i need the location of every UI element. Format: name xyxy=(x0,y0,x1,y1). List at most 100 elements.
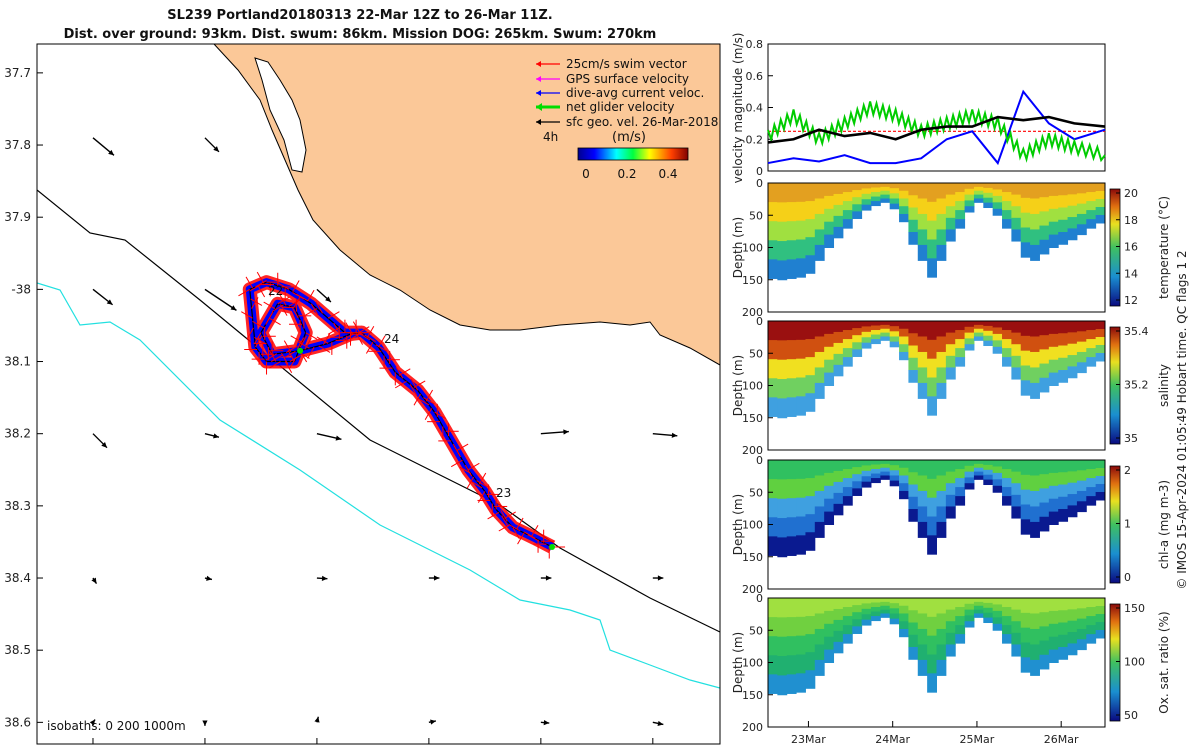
section-cell xyxy=(1086,598,1097,608)
section-cell xyxy=(1002,616,1012,626)
section-cell xyxy=(945,229,956,242)
section-cell xyxy=(768,674,778,694)
geo-vector-head xyxy=(657,720,664,726)
section-cell xyxy=(796,616,806,637)
section-cell xyxy=(880,475,891,480)
section-cell xyxy=(889,475,900,482)
section-cell xyxy=(889,598,900,604)
section-cell xyxy=(955,183,966,193)
section-ytick-label: 150 xyxy=(742,412,763,425)
section-cell xyxy=(945,460,956,473)
section-cell xyxy=(777,460,788,480)
section-cell xyxy=(880,460,891,465)
section-cell xyxy=(777,260,788,281)
section-cell xyxy=(1020,657,1031,673)
section-cell xyxy=(889,198,900,205)
section-cell xyxy=(1058,484,1069,498)
section-cell xyxy=(1095,460,1106,469)
map-ytick-label: 38.2 xyxy=(4,427,31,441)
section-cell xyxy=(917,321,928,337)
swim-vector xyxy=(252,320,264,329)
section-cell xyxy=(833,204,844,217)
section-ytick-label: 150 xyxy=(742,274,763,287)
geo-vector-head xyxy=(545,575,552,581)
section-cell xyxy=(1030,198,1040,215)
swim-vector xyxy=(316,336,329,344)
section-cell xyxy=(1020,335,1031,352)
section-cell xyxy=(955,487,966,497)
section-cell xyxy=(1058,460,1069,473)
section-cell xyxy=(870,321,881,327)
section-cell xyxy=(1067,505,1078,518)
section-cell xyxy=(814,382,825,399)
section-cell xyxy=(1020,197,1031,214)
geo-vector-head xyxy=(89,719,96,726)
section-cell xyxy=(1095,613,1106,623)
section-cell xyxy=(880,332,891,337)
section-cell xyxy=(805,514,816,533)
swim-vector xyxy=(365,342,374,354)
section-cell xyxy=(964,332,975,339)
section-cell xyxy=(945,598,956,611)
section-cell xyxy=(796,377,806,397)
section-cell xyxy=(880,186,891,192)
section-cell xyxy=(936,506,947,523)
section-cell xyxy=(786,517,797,537)
section-cell xyxy=(936,351,947,368)
section-cell xyxy=(824,372,835,386)
swim-vector xyxy=(500,509,508,522)
section-cell xyxy=(1002,192,1012,202)
map-ytick-label: 37.9 xyxy=(4,210,31,224)
section-cell xyxy=(768,517,778,537)
section-cell xyxy=(805,321,816,340)
section-cell xyxy=(1030,321,1040,337)
section-cell xyxy=(908,183,919,196)
section-cell xyxy=(1039,239,1050,255)
credit-footer: © IMOS 15-Apr-2024 01:05:49 Hobart time.… xyxy=(1175,250,1189,589)
section-cell xyxy=(1086,192,1097,202)
section-cell xyxy=(1030,351,1040,368)
section-cell xyxy=(796,321,806,341)
section-ytick-label: 100 xyxy=(742,519,763,532)
section-cell xyxy=(1076,470,1087,482)
section-cell xyxy=(983,464,994,471)
section-cell xyxy=(870,183,881,189)
swim-vector xyxy=(527,534,540,542)
section-cell xyxy=(1048,649,1059,663)
section-cell xyxy=(805,183,816,202)
section-cell xyxy=(796,358,806,379)
section-cell xyxy=(1011,609,1022,622)
section-cell xyxy=(1048,623,1059,638)
section-cell xyxy=(1002,339,1012,349)
map-ytick-label: 37.7 xyxy=(4,66,31,80)
section-cell xyxy=(1048,208,1059,223)
swim-vector xyxy=(501,515,509,527)
section-cell xyxy=(786,397,797,417)
swim-vector xyxy=(450,459,463,468)
section-cell xyxy=(852,474,863,482)
map-legend: 25cm/s swim vector GPS surface velocity … xyxy=(536,57,718,181)
swim-vector xyxy=(464,464,473,477)
section-cell xyxy=(973,336,984,341)
section-cell xyxy=(833,619,844,632)
section-cell xyxy=(814,244,825,261)
section-cell xyxy=(833,226,844,239)
section-cell xyxy=(927,220,937,241)
section-panel-2: 0 50 100 150 200 Depth (m) 35.4 35.2 35 salinity xyxy=(731,315,1171,457)
section-cell xyxy=(899,336,909,345)
section-cell xyxy=(777,598,788,618)
section-cell xyxy=(936,336,947,353)
section-cell xyxy=(992,623,1003,631)
section-cell xyxy=(917,367,928,384)
section-cell xyxy=(1030,367,1040,384)
section-cell xyxy=(824,183,835,197)
section-cell xyxy=(1086,348,1097,358)
section-cell xyxy=(1030,659,1040,676)
section-cell xyxy=(1011,194,1022,207)
section-cell xyxy=(964,615,975,622)
section-cell xyxy=(880,598,891,603)
section-cell xyxy=(927,635,937,656)
section-cell xyxy=(870,611,881,617)
colorbar-tick-label: 18 xyxy=(1124,214,1138,227)
